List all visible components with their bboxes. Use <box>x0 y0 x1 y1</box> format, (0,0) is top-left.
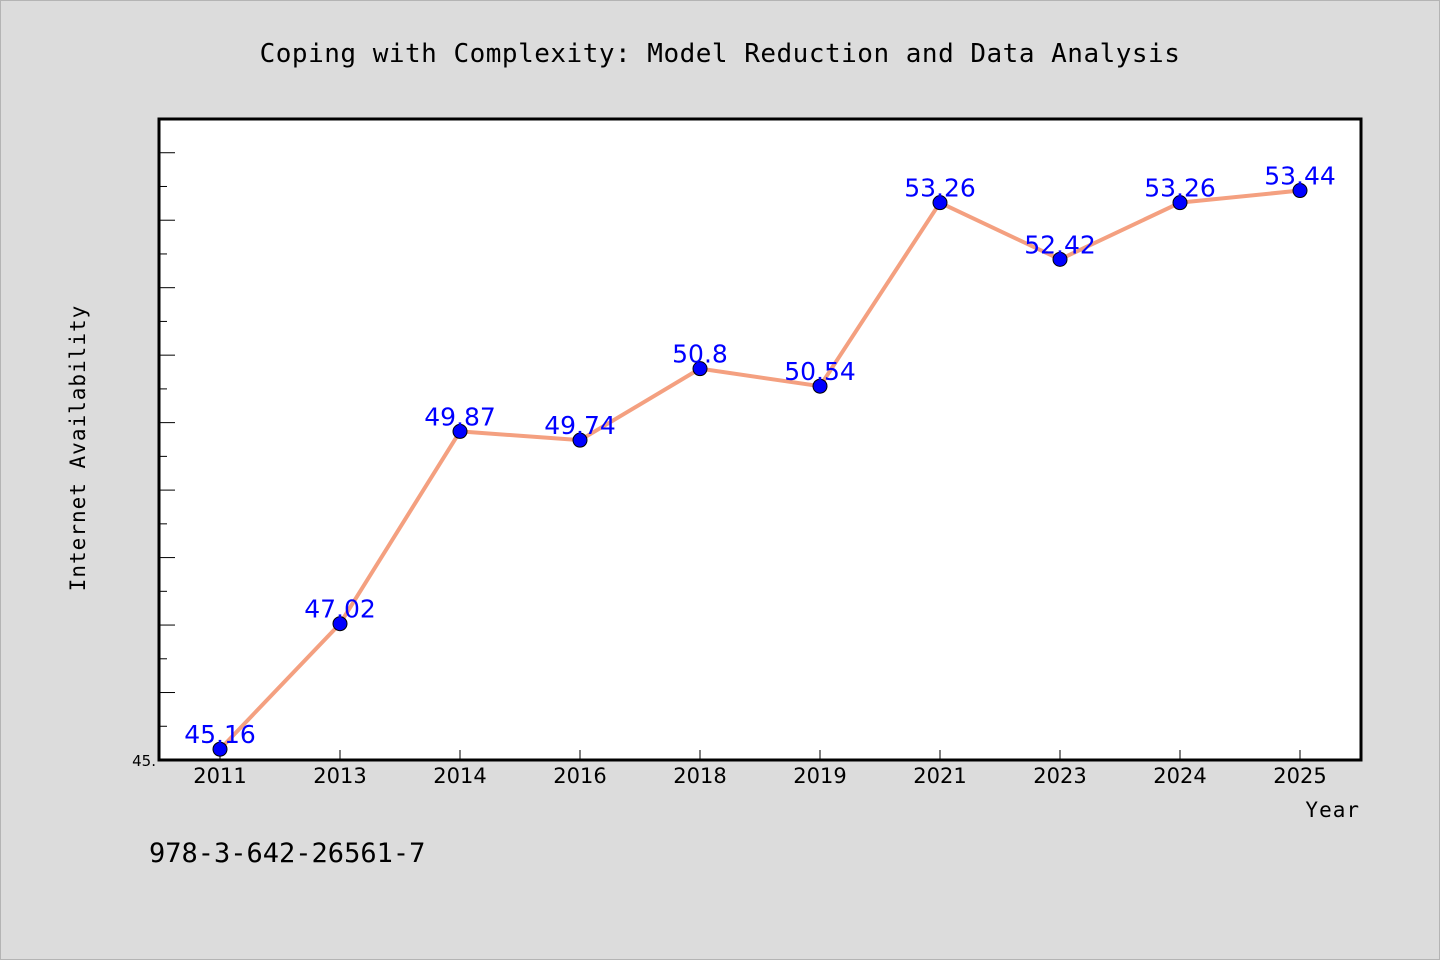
x-tick-label-2024: 2024 <box>1153 764 1206 788</box>
data-point-2019 <box>812 378 828 394</box>
data-point-2021 <box>932 195 948 211</box>
data-point-2023 <box>1052 251 1068 267</box>
x-tick-label-2025: 2025 <box>1273 764 1326 788</box>
x-tick-label-2018: 2018 <box>673 764 726 788</box>
data-label-2013: 47.02 <box>304 595 376 624</box>
x-axis-tick-labels: 2011 2013 2014 2016 2018 2019 2021 2023 2024 2025 <box>193 764 1326 788</box>
data-point-2024 <box>1172 195 1188 211</box>
data-label-2011: 45.16 <box>184 720 256 749</box>
x-tick-label-2016: 2016 <box>553 764 606 788</box>
data-label-2014: 49.87 <box>424 402 496 431</box>
data-label-2021: 53.26 <box>904 174 976 203</box>
data-label-2018: 50.8 <box>672 340 728 369</box>
chart-title: Coping with Complexity: Model Reduction … <box>260 39 1181 69</box>
data-labels: 45.16 47.02 49.87 49.74 50.8 50.54 53.26 52.42 5… <box>184 162 1336 750</box>
x-tick-label-2019: 2019 <box>793 764 846 788</box>
y-axis-min-label: 45. <box>132 752 156 770</box>
data-point-2013 <box>332 616 348 632</box>
plot-area <box>157 117 1363 762</box>
x-tick-label-2013: 2013 <box>313 764 366 788</box>
series-markers <box>212 183 1308 757</box>
series-line <box>218 188 1302 752</box>
y-axis-ticks <box>159 152 175 727</box>
x-tick-label-2023: 2023 <box>1033 764 1086 788</box>
data-label-2019: 50.54 <box>784 357 856 386</box>
isbn-label: 978-3-642-26561-7 <box>149 838 425 869</box>
data-point-2025 <box>1292 183 1308 199</box>
x-tick-label-2014: 2014 <box>433 764 486 788</box>
y-axis-label: Internet Availability <box>66 305 90 592</box>
data-point-2016 <box>572 432 588 448</box>
x-axis-label: Year <box>1305 798 1360 822</box>
data-point-2011 <box>212 741 228 757</box>
data-label-2016: 49.74 <box>544 411 616 440</box>
data-point-2018 <box>692 361 708 377</box>
data-point-2014 <box>452 423 468 439</box>
data-label-2023: 52.42 <box>1024 230 1096 259</box>
data-label-2024: 53.26 <box>1144 174 1216 203</box>
x-tick-label-2011: 2011 <box>193 764 246 788</box>
x-tick-label-2021: 2021 <box>913 764 966 788</box>
data-label-2025: 53.44 <box>1264 162 1336 191</box>
